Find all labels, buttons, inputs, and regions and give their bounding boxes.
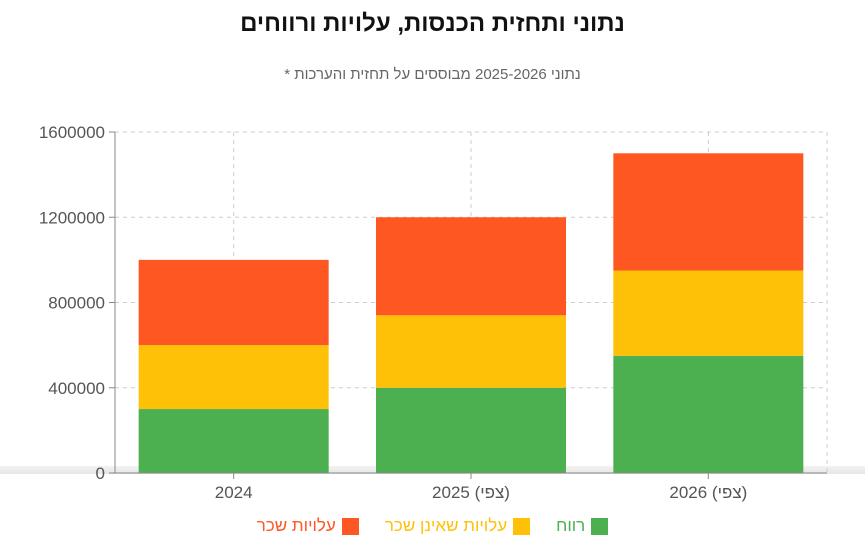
bar-segment: [613, 153, 804, 271]
y-tick-label: 0: [96, 464, 105, 483]
legend-swatch-non-salary-costs: [513, 517, 531, 535]
y-tick-label: 1200000: [39, 208, 105, 227]
axes: [109, 131, 827, 479]
tick-labels: 0 400000 800000 1200000 1600000 2024 2025 (צפי…: [39, 123, 747, 502]
legend-label-profit: רווח: [556, 516, 586, 535]
legend-item-salary-costs[interactable]: עלויות שכר: [257, 516, 359, 536]
x-tick-label: 2024: [215, 483, 253, 502]
chart-title: נתוני ותחזית הכנסות, עלויות ורווחים: [240, 10, 625, 37]
bar-segment: [613, 355, 804, 473]
bar-segment: [138, 409, 329, 473]
bar-segment: [376, 315, 566, 388]
legend: רווח עלויות שאינן שכר עלויות שכר: [0, 516, 865, 536]
bar-segment: [376, 217, 566, 316]
y-tick-label: 400000: [48, 379, 105, 398]
y-tick-label: 800000: [48, 294, 105, 313]
bar-segment: [138, 345, 329, 410]
bars: [138, 153, 804, 473]
legend-item-profit[interactable]: רווח: [556, 516, 609, 536]
legend-swatch-profit: [591, 517, 609, 535]
legend-item-non-salary-costs[interactable]: עלויות שאינן שכר: [384, 516, 531, 536]
bar-segment: [138, 259, 329, 346]
x-tick-label: 2026 (צפי): [669, 483, 747, 502]
bar-segment: [613, 270, 804, 356]
legend-swatch-salary-costs: [341, 517, 359, 535]
legend-label-salary-costs: עלויות שכר: [256, 516, 336, 535]
y-tick-label: 1600000: [39, 123, 105, 142]
chart-subtitle: נתוני 2025-2026 מבוססים על תחזית והערכות…: [284, 66, 581, 83]
x-tick-label: 2025 (צפי): [432, 483, 510, 502]
bar-segment: [376, 387, 566, 473]
legend-label-non-salary-costs: עלויות שאינן שכר: [384, 516, 508, 535]
